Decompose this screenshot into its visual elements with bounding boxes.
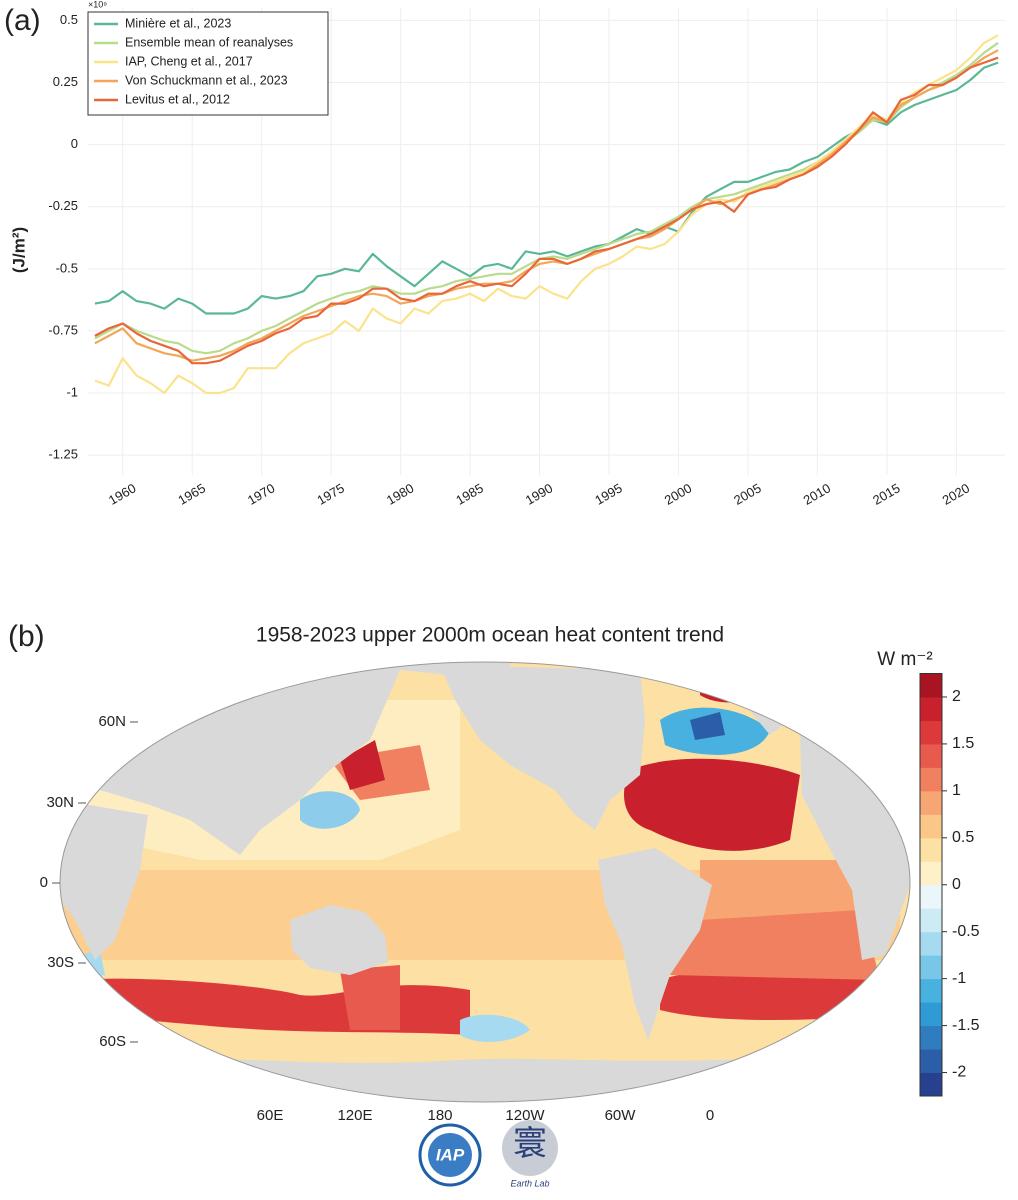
colorbar-bin bbox=[920, 1072, 942, 1097]
colorbar-bin bbox=[920, 720, 942, 745]
logos: IAP 寰 Earth Lab bbox=[418, 1120, 558, 1188]
x-tick-label: 1985 bbox=[453, 480, 486, 507]
lon-label: 0 bbox=[706, 1107, 714, 1124]
legend: Minière et al., 2023 Ensemble mean of rea… bbox=[87, 11, 329, 116]
field-patch bbox=[700, 679, 760, 703]
y-tick-label: 0.5 bbox=[60, 12, 78, 27]
y-tick-label: -1.25 bbox=[48, 447, 78, 462]
legend-label: Von Schuckmann et al., 2023 bbox=[125, 73, 288, 87]
colorbar-bin bbox=[920, 884, 942, 909]
legend-label: Levitus et al., 2012 bbox=[125, 92, 230, 106]
y-tick-label: -0.75 bbox=[48, 322, 78, 337]
colorbar-bin bbox=[920, 837, 942, 862]
x-tick-label: 1960 bbox=[106, 480, 139, 507]
field-patch bbox=[700, 860, 860, 920]
series-line bbox=[94, 61, 999, 315]
x-tick-label: 2005 bbox=[731, 480, 764, 507]
lat-label: 60N bbox=[98, 713, 126, 730]
map-outline bbox=[59, 661, 911, 1103]
colorbar-label: W m⁻² bbox=[877, 649, 932, 670]
land bbox=[440, 665, 645, 830]
logo-text: 寰 bbox=[513, 1125, 547, 1163]
x-tick-label: 2015 bbox=[870, 480, 903, 507]
y-axis-label: (J/m²) bbox=[9, 227, 28, 273]
x-tick-label: 1995 bbox=[592, 480, 625, 507]
legend-box bbox=[87, 11, 329, 116]
colorbar-bin bbox=[920, 978, 942, 1003]
field-patch bbox=[340, 740, 385, 790]
colorbar-bin bbox=[920, 955, 942, 980]
lon-label: 180 bbox=[427, 1107, 452, 1124]
land bbox=[290, 905, 388, 975]
x-tick-label: 1975 bbox=[314, 480, 347, 507]
x-tick-label: 1990 bbox=[523, 480, 556, 507]
x-tick-label: 1980 bbox=[384, 480, 417, 507]
lon-label: 120W bbox=[505, 1107, 545, 1124]
lat-label: 30N bbox=[46, 794, 74, 811]
land bbox=[598, 848, 712, 1040]
y-tick-label: -0.25 bbox=[48, 198, 78, 213]
lat-label: 60S bbox=[99, 1033, 126, 1050]
panel-label: (a) bbox=[4, 4, 41, 37]
x-tick-label: 2010 bbox=[801, 480, 834, 507]
logo bbox=[428, 1133, 472, 1177]
colorbar-tick-label: 2 bbox=[952, 688, 961, 705]
colorbar-bin bbox=[920, 1025, 942, 1050]
y-tick-label: -0.5 bbox=[56, 260, 78, 275]
colorbar-tick-label: 0.5 bbox=[952, 829, 974, 846]
field-patch bbox=[690, 712, 725, 740]
lat-label: 0 bbox=[40, 874, 48, 891]
series-line bbox=[94, 56, 999, 365]
x-tick-label: 2000 bbox=[662, 480, 695, 507]
field-patch bbox=[300, 791, 360, 829]
logo-text: Earth Lab bbox=[510, 1178, 549, 1188]
logo-text: IAP bbox=[436, 1145, 465, 1164]
field-patch bbox=[340, 965, 400, 1030]
axis-multiplier: ×10⁹ bbox=[88, 0, 107, 9]
colorbar-tick-label: -1 bbox=[952, 970, 966, 987]
field-patch bbox=[624, 758, 800, 851]
colorbar-tick-label: 0 bbox=[952, 876, 961, 893]
map-title: 1958-2023 upper 2000m ocean heat content… bbox=[256, 624, 724, 647]
colorbar-tick-label: -2 bbox=[952, 1064, 966, 1081]
field-patch bbox=[460, 1014, 530, 1042]
colorbar-tick-label: 1 bbox=[952, 782, 961, 799]
colorbar-tick-label: 1.5 bbox=[952, 735, 974, 752]
land bbox=[60, 800, 148, 960]
colorbar-bin bbox=[920, 931, 942, 956]
legend-label: Ensemble mean of reanalyses bbox=[125, 35, 293, 49]
colorbar-bin bbox=[920, 767, 942, 792]
colorbar-bin bbox=[920, 908, 942, 933]
lat-label: 30S bbox=[47, 954, 74, 971]
colorbar-tick-label: -0.5 bbox=[952, 923, 980, 940]
map bbox=[59, 661, 911, 1103]
y-tick-label: 0 bbox=[71, 136, 78, 151]
y-tick-label: -1 bbox=[66, 384, 78, 399]
y-tick-label: 0.25 bbox=[53, 74, 78, 89]
field-patch bbox=[660, 900, 880, 980]
colorbar-tick-label: -1.5 bbox=[952, 1017, 980, 1034]
logo bbox=[502, 1120, 558, 1176]
x-tick-label: 1970 bbox=[245, 480, 278, 507]
map-field bbox=[60, 662, 910, 1102]
colorbar-bin bbox=[920, 790, 942, 815]
series-line bbox=[94, 49, 999, 362]
colorbar-bin bbox=[920, 1049, 942, 1074]
panel-label: (b) bbox=[8, 620, 45, 653]
lon-label: 60W bbox=[605, 1107, 637, 1124]
colorbar-bin bbox=[920, 696, 942, 721]
legend-label: IAP, Cheng et al., 2017 bbox=[125, 54, 253, 68]
colorbar-bin bbox=[920, 743, 942, 768]
colorbar-bin bbox=[920, 861, 942, 886]
lon-label: 120E bbox=[337, 1107, 372, 1124]
colorbar-bin bbox=[920, 673, 942, 698]
series-line bbox=[94, 34, 999, 395]
colorbar-bin bbox=[920, 814, 942, 839]
lon-label: 60E bbox=[257, 1107, 284, 1124]
legend-label: Minière et al., 2023 bbox=[125, 16, 231, 30]
x-tick-label: 1965 bbox=[175, 480, 208, 507]
colorbar-bin bbox=[920, 1002, 942, 1027]
x-tick-label: 2020 bbox=[940, 480, 973, 507]
